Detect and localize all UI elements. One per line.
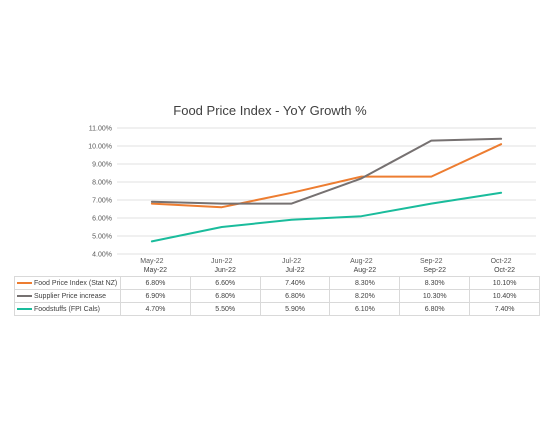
- data-table-value: 5.50%: [189, 302, 261, 316]
- data-table-category: May-22: [120, 264, 191, 277]
- data-table-category: Aug-22: [329, 264, 400, 277]
- x-tick-label: Jun-22: [211, 258, 233, 265]
- data-table-category: Jul-22: [260, 264, 330, 277]
- series-line: [150, 143, 503, 209]
- data-table-value: 6.80%: [399, 302, 471, 316]
- x-tick-label: Sep-22: [420, 258, 443, 265]
- data-table-series-name: Foodstuffs (FPI Cals): [14, 302, 121, 316]
- series-name-label: Food Price Index (Stat NZ): [34, 279, 118, 287]
- data-table-value: 8.20%: [329, 289, 401, 303]
- y-tick-label: 9.00%: [92, 162, 112, 169]
- data-table-row: Foodstuffs (FPI Cals) 4.70% 5.50% 5.90% 6.10…: [14, 302, 540, 316]
- data-table-value: 6.10%: [329, 302, 401, 316]
- series-name-label: Supplier Price increase: [34, 292, 106, 300]
- data-table-value: 6.80%: [259, 289, 331, 303]
- data-table-category: Sep-22: [399, 264, 470, 277]
- data-table-header: May-22 Jun-22 Jul-22 Aug-22 Sep-22 Oct-22: [15, 264, 540, 277]
- legend-swatch: [17, 307, 32, 310]
- legend-swatch: [17, 294, 32, 297]
- data-table-value: 6.80%: [119, 276, 191, 290]
- x-tick-label: Aug-22: [350, 258, 373, 265]
- legend-swatch: [17, 281, 32, 284]
- series-line: [150, 137, 503, 205]
- data-table: May-22 Jun-22 Jul-22 Aug-22 Sep-22 Oct-22 Foo…: [14, 264, 540, 316]
- data-table-series-name: Supplier Price increase: [14, 289, 121, 303]
- y-tick-label: 5.00%: [92, 234, 112, 241]
- data-table-value: 8.30%: [399, 276, 471, 290]
- series-name-label: Foodstuffs (FPI Cals): [34, 305, 101, 313]
- data-table-value: 10.10%: [469, 276, 540, 290]
- data-table-value: 5.90%: [259, 302, 331, 316]
- data-table-category: Jun-22: [190, 264, 261, 277]
- data-table-row: Supplier Price increase 6.90% 6.80% 6.80% 8.…: [14, 289, 540, 303]
- data-table-value: 6.90%: [119, 289, 191, 303]
- data-table-value: 10.40%: [469, 289, 540, 303]
- data-table-row: Food Price Index (Stat NZ) 6.80% 6.60% 7.40…: [14, 276, 540, 290]
- data-table-value: 8.30%: [329, 276, 401, 290]
- data-table-corner: [15, 264, 121, 277]
- chart-title: Food Price Index - YoY Growth %: [173, 103, 367, 118]
- x-tick-label: May-22: [140, 258, 163, 265]
- data-table-series-name: Food Price Index (Stat NZ): [14, 276, 121, 290]
- y-tick-label: 7.00%: [92, 198, 112, 205]
- data-table-value: 6.80%: [189, 289, 261, 303]
- y-tick-label: 11.00%: [89, 126, 112, 133]
- data-table-category: Oct-22: [469, 264, 540, 277]
- y-tick-label: 6.00%: [92, 216, 112, 223]
- y-tick-label: 10.00%: [88, 144, 112, 151]
- series-line: [150, 191, 503, 243]
- data-table-value: 7.40%: [259, 276, 331, 290]
- x-tick-label: Oct-22: [491, 258, 512, 265]
- data-table-value: 7.40%: [469, 302, 540, 316]
- data-table-value: 10.30%: [399, 289, 471, 303]
- data-table-value: 4.70%: [119, 302, 191, 316]
- data-table-value: 6.60%: [189, 276, 261, 290]
- x-tick-label: Jul-22: [282, 258, 301, 265]
- y-tick-label: 4.00%: [92, 252, 112, 259]
- y-tick-label: 8.00%: [92, 180, 112, 187]
